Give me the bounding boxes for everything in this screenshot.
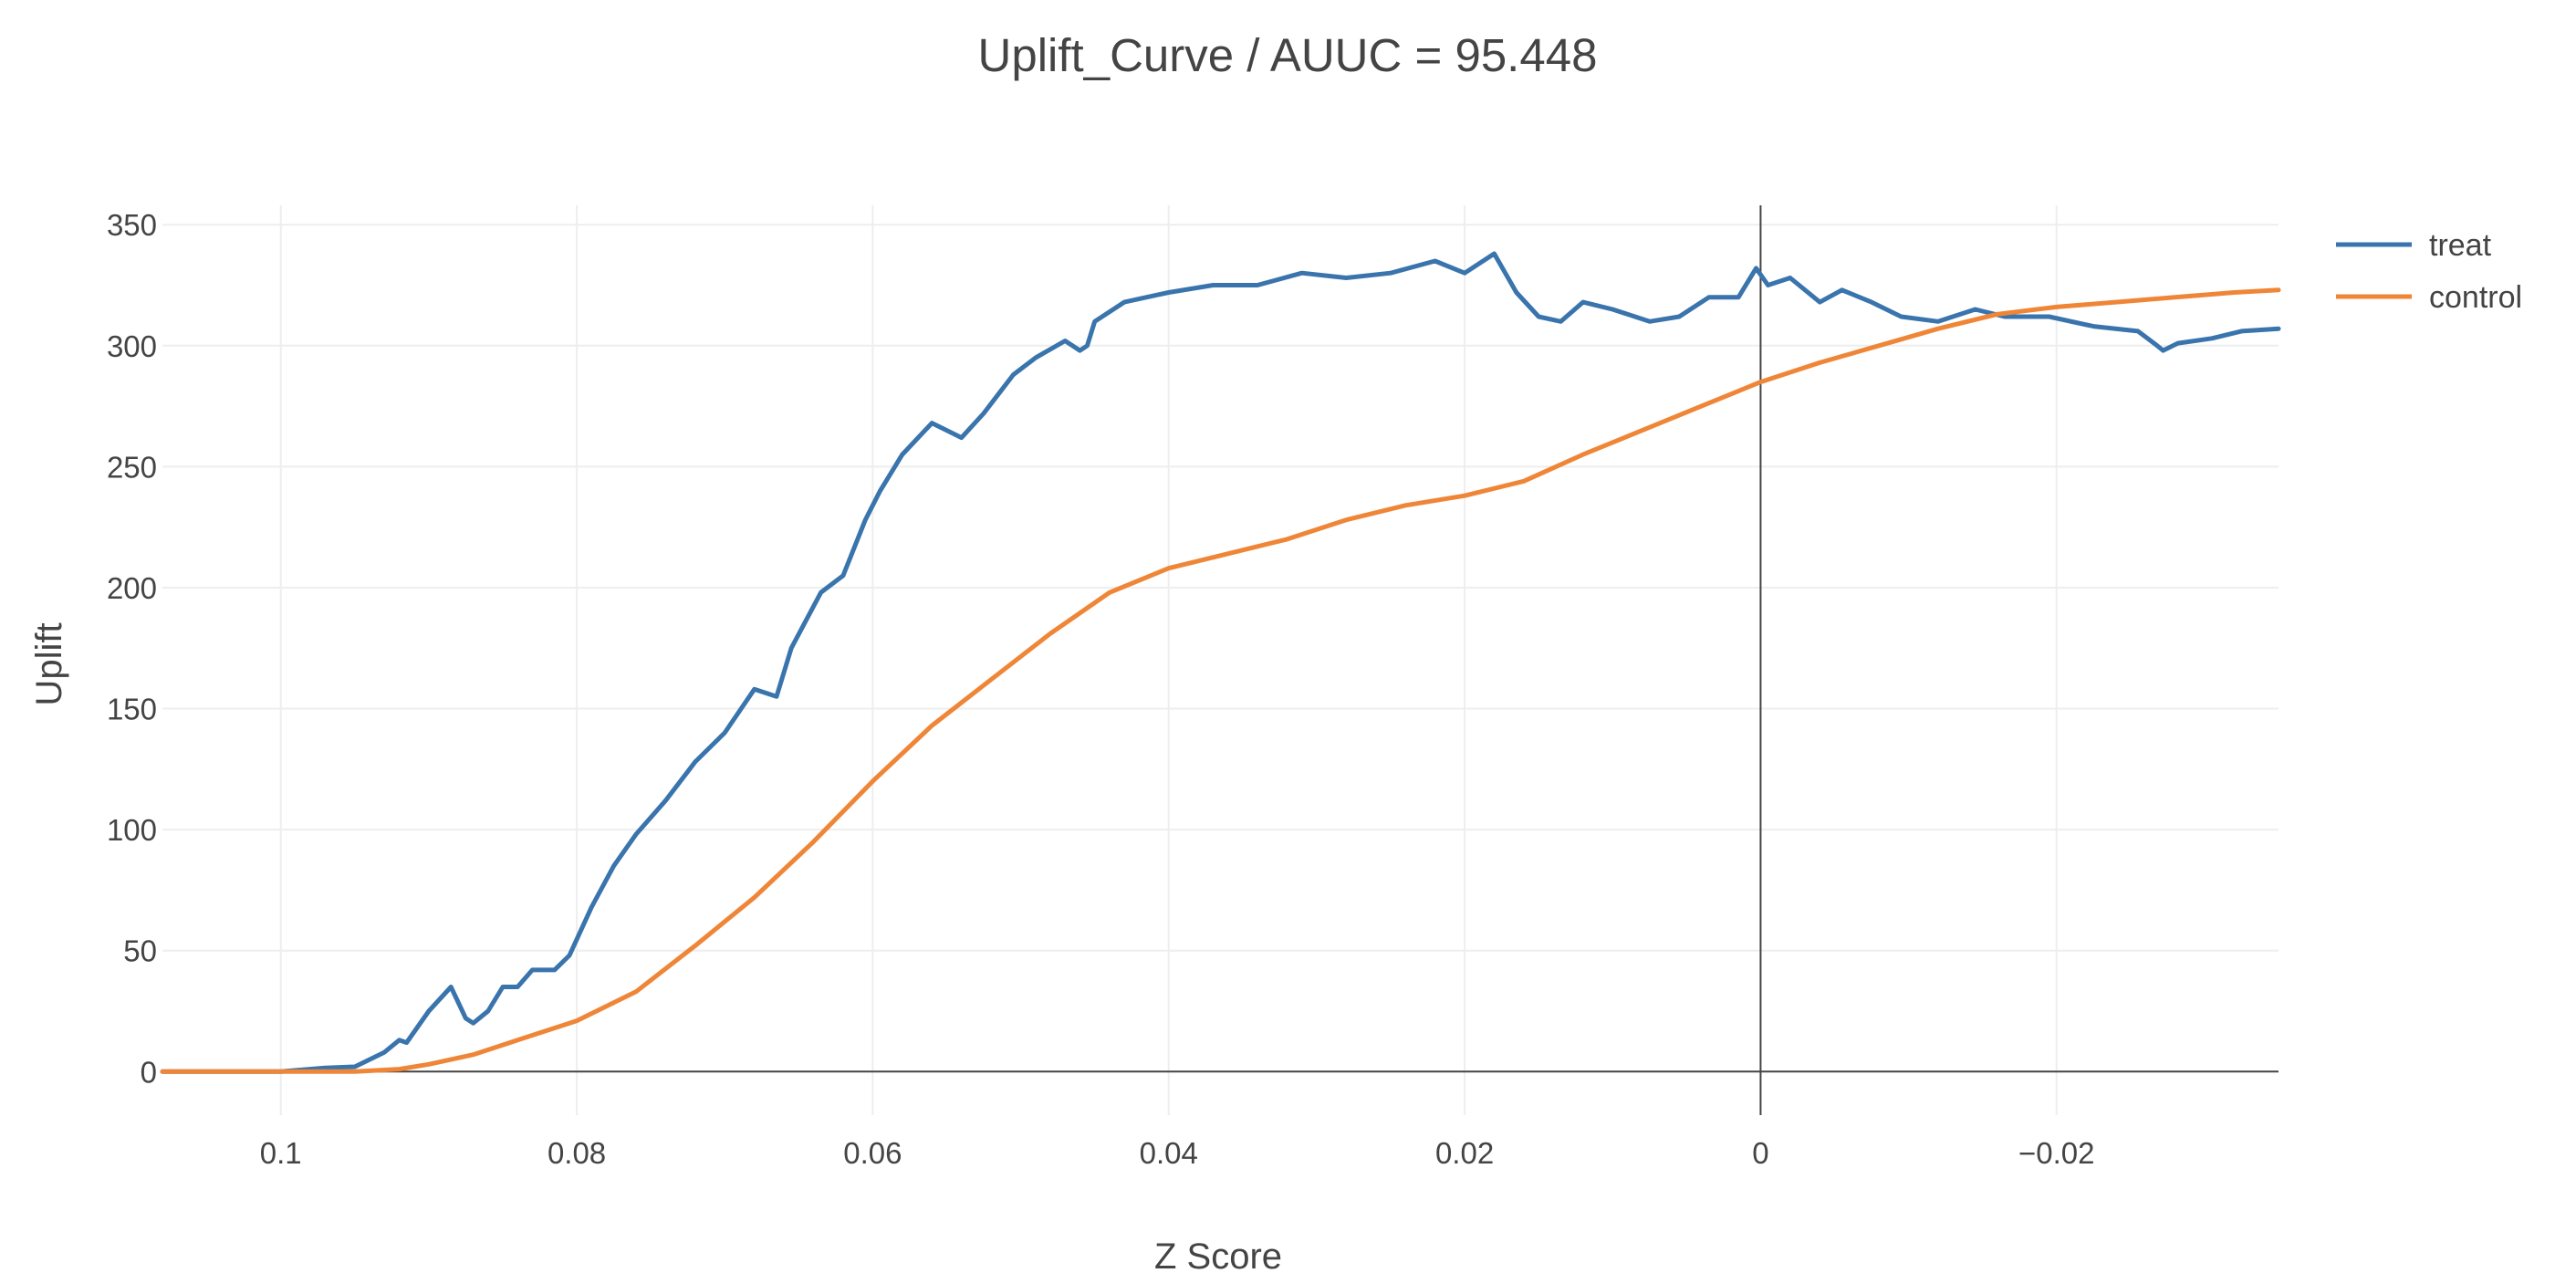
x-tick-label: 0.02	[1435, 1136, 1494, 1170]
y-tick-label: 250	[107, 450, 157, 484]
chart-title: Uplift_Curve / AUUC = 95.448	[978, 29, 1598, 81]
series-line-control	[160, 287, 2281, 1074]
x-tick-label: 0.08	[548, 1136, 606, 1170]
legend-item-treat[interactable]: treat	[2336, 228, 2492, 263]
legend-label: control	[2429, 280, 2522, 315]
grid-layer	[162, 205, 2279, 1115]
legend-item-control[interactable]: control	[2336, 280, 2522, 315]
x-tick-label: −0.02	[2018, 1136, 2095, 1170]
legend[interactable]: treat control	[2336, 228, 2522, 315]
x-tick-label: 0.04	[1140, 1136, 1198, 1170]
y-tick-label: 350	[107, 208, 157, 242]
series-layer	[160, 251, 2281, 1074]
x-axis-ticks: 0.1 0.08 0.06 0.04 0.02 0 −0.02	[260, 1136, 2095, 1170]
y-tick-label: 200	[107, 571, 157, 605]
x-tick-label: 0.06	[843, 1136, 902, 1170]
y-tick-label: 150	[107, 693, 157, 726]
y-tick-label: 50	[123, 934, 157, 968]
x-axis-title: Z Score	[1154, 1236, 1282, 1273]
x-tick-label: 0	[1752, 1136, 1768, 1170]
y-tick-label: 300	[107, 329, 157, 363]
y-tick-label: 0	[141, 1055, 157, 1089]
y-axis-ticks: 0 50 100 150 200 250 300 350	[107, 208, 157, 1089]
x-tick-label: 0.1	[260, 1136, 302, 1170]
y-tick-label: 100	[107, 813, 157, 847]
legend-label: treat	[2429, 228, 2492, 263]
series-line-treat	[160, 251, 2281, 1074]
zero-lines	[162, 205, 2279, 1115]
y-axis-title: Uplift	[29, 622, 69, 705]
